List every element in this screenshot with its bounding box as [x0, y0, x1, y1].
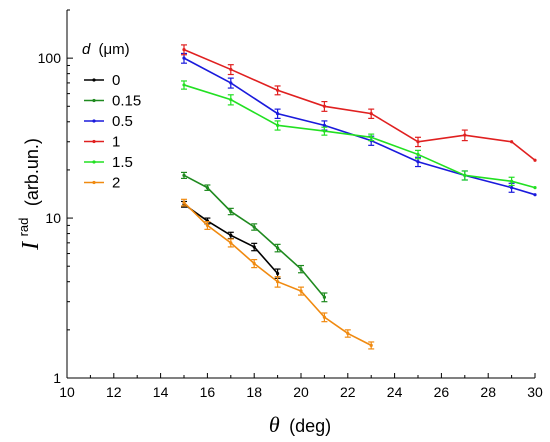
series-0.15: [181, 171, 328, 303]
legend-marker: [92, 78, 96, 82]
legend-label: 0.5: [112, 113, 133, 130]
data-point: [510, 186, 514, 190]
series-line: [183, 57, 536, 196]
x-axis-label: θ (deg): [269, 412, 331, 437]
y-axis-label: I rad (arb.un.): [8, 138, 44, 251]
data-point: [276, 280, 280, 284]
data-point: [463, 173, 467, 177]
data-point: [416, 152, 420, 157]
data-point: [346, 331, 350, 336]
data-point: [229, 241, 233, 245]
data-point: [416, 140, 420, 144]
data-point: [322, 104, 326, 108]
data-point: [276, 112, 280, 116]
legend-title-unit: (μm): [99, 41, 130, 58]
data-point: [182, 56, 186, 60]
legend-marker: [92, 139, 96, 144]
plot-frame: [66, 10, 535, 379]
x-tick-label: 10: [59, 384, 75, 400]
series-line: [183, 48, 536, 161]
x-tick-label: 24: [387, 384, 403, 400]
legend-marker: [92, 119, 96, 123]
data-point: [229, 233, 233, 237]
data-point: [229, 209, 233, 214]
legend-marker: [92, 98, 96, 103]
data-point: [369, 112, 373, 116]
y-tick-label: 1: [53, 370, 61, 386]
x-tick-label: 22: [340, 384, 356, 400]
data-point: [276, 246, 280, 250]
data-point: [276, 88, 280, 92]
data-point: [322, 315, 326, 319]
x-tick-label: 26: [434, 384, 450, 400]
data-point: [205, 186, 209, 190]
y-axis-superscript: rad: [16, 218, 31, 237]
data-point: [229, 98, 233, 102]
data-point: [229, 67, 233, 72]
data-point: [182, 173, 186, 177]
legend-marker: [92, 160, 96, 164]
legend-label: 1.5: [112, 154, 133, 171]
data-point: [252, 225, 256, 229]
x-axis-unit: (deg): [289, 416, 331, 436]
legend-title-symbol: d: [82, 41, 91, 58]
legend-items: 0 0.15 0.5 1 1.5 2: [84, 72, 141, 192]
data-point: [533, 186, 537, 190]
series-1.5: [181, 80, 537, 190]
x-tick-label: 12: [106, 384, 122, 400]
data-point: [182, 83, 186, 87]
series-layer: [181, 44, 537, 350]
data-point: [533, 158, 537, 162]
legend: d (μm) 0 0.15 0.5 1 1.5 2: [82, 41, 141, 192]
data-point: [205, 223, 209, 227]
data-point: [182, 48, 186, 52]
x-tick-label: 14: [153, 384, 169, 400]
legend-title: d (μm): [82, 41, 130, 58]
data-point: [510, 140, 514, 144]
data-point: [416, 160, 420, 164]
data-point: [182, 200, 186, 205]
series-1: [181, 44, 537, 162]
data-point: [369, 135, 373, 139]
data-point: [252, 245, 256, 249]
x-ticks: 10 12 14 16 18 20 22 24 26 28 30: [59, 373, 543, 400]
x-tick-label: 28: [480, 384, 496, 400]
y-ticks: 1 10 100: [38, 9, 73, 386]
y-tick-label: 100: [38, 50, 62, 66]
series-0.5: [181, 52, 537, 197]
data-point: [252, 261, 256, 266]
data-point: [322, 129, 326, 133]
data-point: [510, 179, 514, 183]
y-tick-label: 10: [45, 210, 61, 226]
data-point: [369, 343, 373, 347]
x-tick-label: 20: [293, 384, 309, 400]
series-line: [183, 84, 536, 189]
data-point: [299, 289, 303, 293]
data-point: [533, 193, 537, 197]
data-point: [229, 81, 233, 85]
data-point: [299, 267, 303, 271]
legend-label: 0: [112, 72, 120, 89]
x-axis-symbol: θ: [269, 412, 280, 437]
y-axis-unit: (arb.un.): [22, 138, 42, 206]
series-line: [183, 174, 326, 298]
legend-label: 2: [112, 175, 120, 192]
data-point: [276, 271, 280, 276]
data-point: [276, 123, 280, 127]
y-axis-symbol: I: [18, 241, 44, 251]
legend-label: 1: [112, 134, 120, 151]
x-tick-label: 16: [200, 384, 216, 400]
x-tick-label: 18: [246, 384, 262, 400]
legend-label: 0.15: [112, 93, 141, 110]
data-point: [322, 295, 326, 299]
legend-marker: [92, 180, 96, 185]
data-point: [463, 133, 467, 137]
series-2: [181, 198, 375, 350]
data-point: [322, 123, 326, 127]
x-tick-label: 30: [527, 384, 543, 400]
